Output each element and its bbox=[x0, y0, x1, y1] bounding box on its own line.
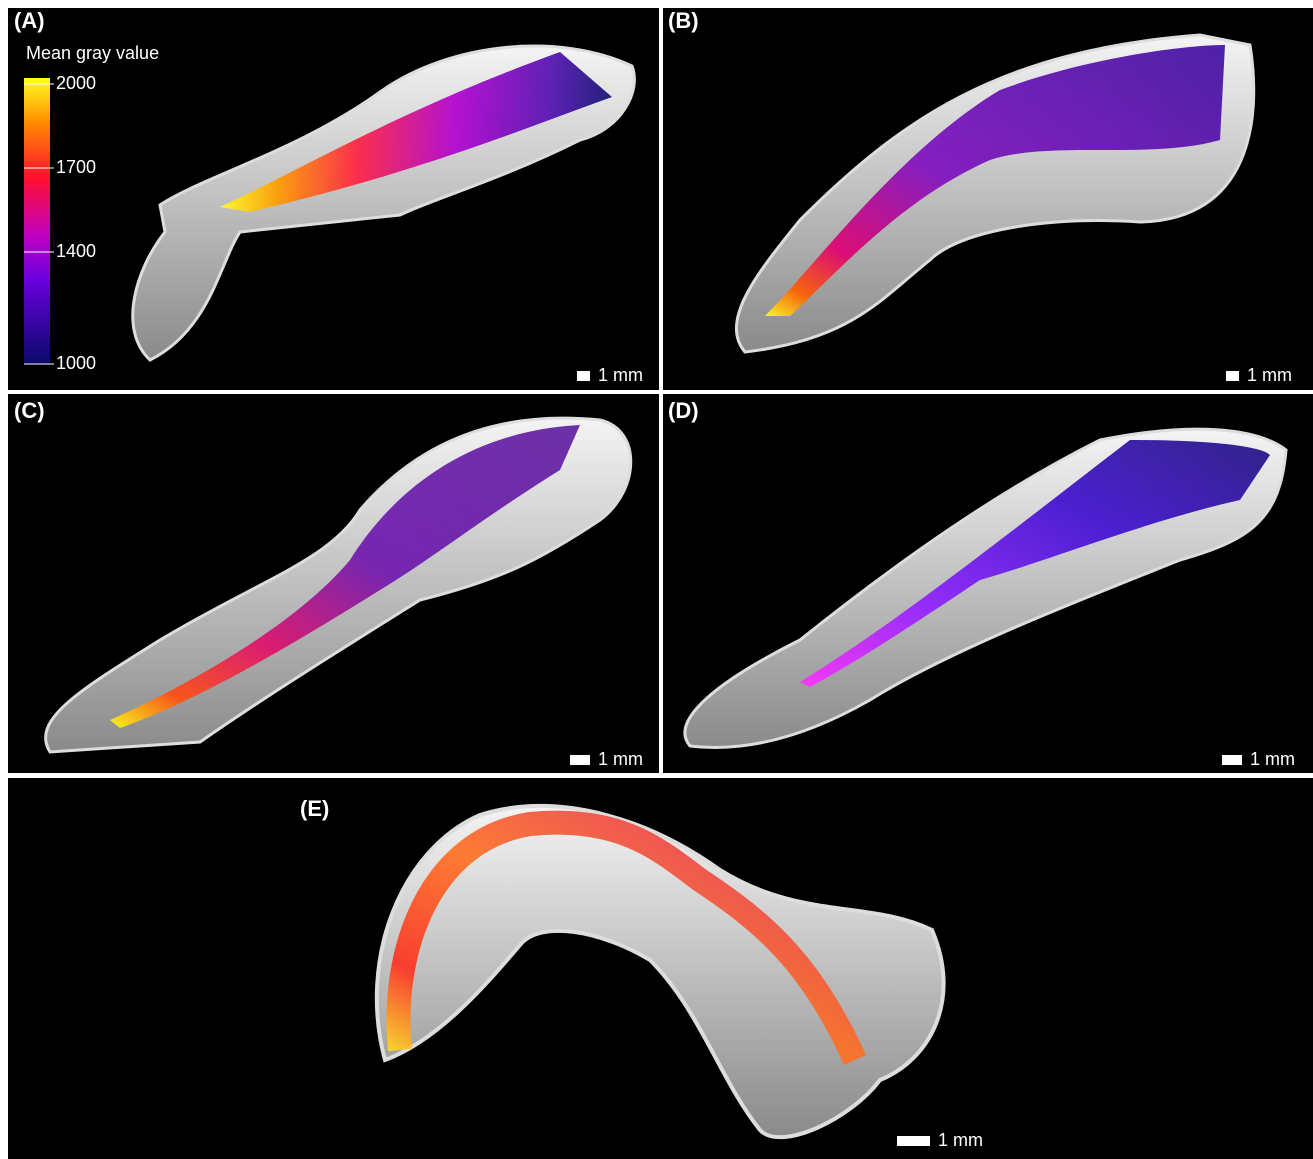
panel-label: (C) bbox=[14, 398, 45, 423]
scale-bar bbox=[1226, 371, 1239, 381]
panel-label: (A) bbox=[14, 8, 45, 33]
scale-bar bbox=[570, 755, 590, 765]
scale-bar bbox=[897, 1136, 930, 1146]
colorbar-tick-label: 1000 bbox=[56, 353, 96, 373]
colorbar-tick-label: 2000 bbox=[56, 73, 96, 93]
scale-bar-label: 1 mm bbox=[1250, 749, 1295, 769]
scale-bar-label: 1 mm bbox=[938, 1130, 983, 1150]
colorbar-tick-label: 1700 bbox=[56, 157, 96, 177]
panel-label: (B) bbox=[668, 8, 699, 33]
colorbar-title: Mean gray value bbox=[26, 43, 159, 63]
scale-bar bbox=[577, 371, 590, 381]
panel-label: (E) bbox=[300, 796, 329, 821]
scale-bar-label: 1 mm bbox=[598, 749, 643, 769]
scale-bar-label: 1 mm bbox=[1247, 365, 1292, 385]
scale-bar-label: 1 mm bbox=[598, 365, 643, 385]
colorbar-tick-label: 1400 bbox=[56, 241, 96, 261]
scale-bar bbox=[1222, 755, 1242, 765]
panel-label: (D) bbox=[668, 398, 699, 423]
colorbar bbox=[24, 78, 50, 364]
figure: (A) 1 mm (B) 1 mm (C) 1 mm (D) 1 mm (E) 1 mm Mean … bbox=[0, 0, 1313, 1159]
